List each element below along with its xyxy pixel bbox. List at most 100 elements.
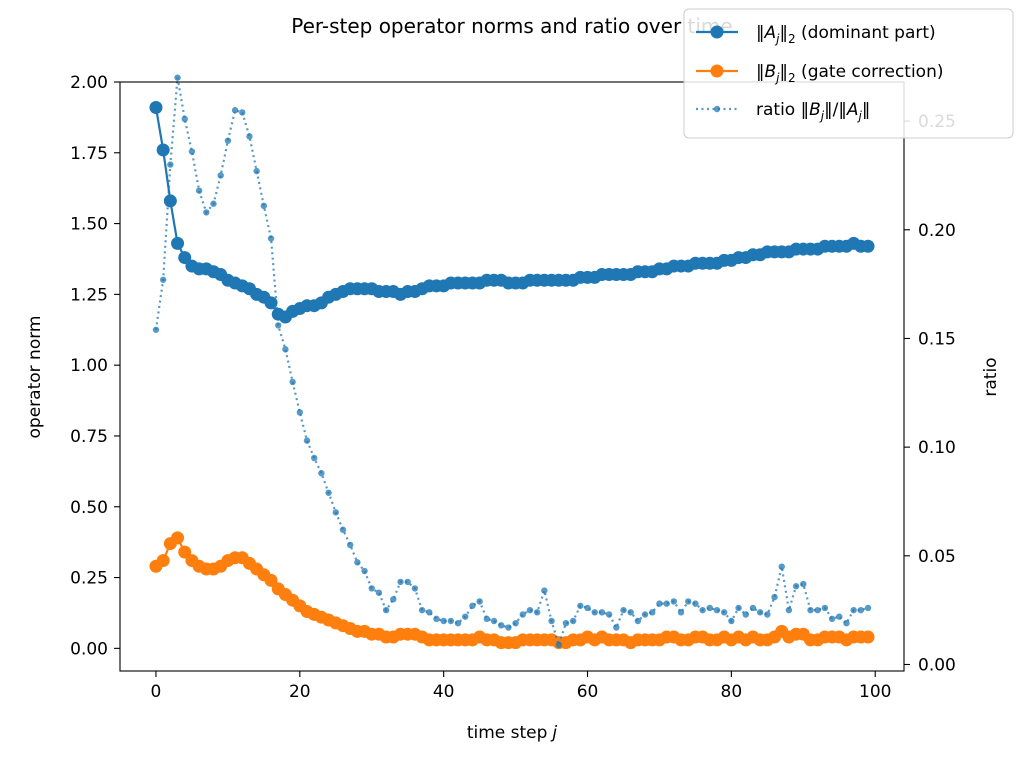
data-point-ratio	[548, 617, 555, 625]
data-point-ratio	[390, 596, 397, 603]
data-point-ratio	[692, 600, 699, 607]
data-point-ratio	[454, 619, 462, 627]
data-point-b-norm	[178, 545, 192, 559]
data-point-a-norm	[156, 143, 170, 157]
data-point-ratio	[174, 74, 181, 81]
data-point-ratio	[152, 326, 160, 333]
y-tick-label: 0.00	[70, 639, 108, 659]
data-point-ratio	[663, 600, 670, 607]
x-axis-label-variable: j	[550, 723, 557, 743]
data-point-ratio	[505, 624, 512, 631]
data-point-ratio	[325, 489, 332, 496]
data-point-ratio	[656, 600, 663, 607]
legend-entry-ratio: ratio ‖Bj‖/‖Aj‖	[696, 100, 870, 123]
data-point-ratio	[778, 563, 785, 570]
y-tick-label: 1.00	[70, 356, 108, 376]
data-point-ratio	[339, 526, 347, 533]
legend-label-b-norm: ‖Bj‖2 (gate correction)	[756, 62, 944, 85]
data-point-ratio	[627, 609, 634, 616]
data-point-ratio	[577, 602, 584, 609]
data-point-b-norm	[171, 531, 185, 545]
data-point-ratio	[476, 598, 483, 605]
y2-tick-label: 0.15	[918, 329, 956, 349]
data-point-ratio	[433, 615, 440, 623]
data-point-a-norm	[861, 239, 875, 253]
data-point-ratio	[318, 470, 325, 477]
data-point-ratio	[677, 609, 685, 616]
data-point-ratio	[641, 611, 649, 618]
x-axis: 0 20 40 60 80 100	[151, 671, 891, 702]
data-point-ratio	[821, 604, 829, 612]
data-point-ratio	[426, 609, 433, 616]
plot-frame	[119, 81, 905, 672]
x-tick-label: 0	[151, 682, 162, 702]
data-point-ratio	[303, 437, 311, 444]
data-point-ratio	[591, 609, 598, 616]
data-point-ratio	[447, 617, 455, 625]
data-point-ratio	[843, 619, 850, 627]
data-point-ratio	[361, 567, 368, 575]
data-point-ratio	[462, 613, 469, 620]
data-point-ratio	[404, 578, 411, 586]
data-point-ratio	[239, 109, 246, 116]
x-tick-label: 100	[859, 682, 891, 702]
x-tick-label: 20	[289, 682, 311, 702]
series-a-norm	[149, 100, 875, 324]
data-point-a-norm	[178, 251, 192, 265]
data-point-ratio	[512, 619, 519, 627]
plot-area	[149, 74, 875, 650]
y-tick-label: 1.25	[70, 285, 108, 305]
y-axis-left: 0.00 0.25 0.50 0.75 1.00 1.25 1.50 1.75 2.00	[70, 73, 120, 659]
data-point-ratio	[267, 235, 275, 242]
data-point-a-norm	[264, 296, 278, 310]
data-point-ratio	[598, 609, 606, 616]
data-point-ratio	[634, 617, 642, 625]
data-point-ratio	[332, 509, 339, 516]
legend-marker-b-norm	[710, 64, 724, 78]
data-point-b-norm	[156, 554, 170, 568]
data-point-ratio	[210, 200, 217, 207]
chart-title: Per-step operator norms and ratio over t…	[291, 14, 732, 38]
data-point-ratio	[167, 161, 174, 168]
data-point-ratio	[397, 578, 404, 586]
data-point-ratio	[354, 559, 361, 566]
data-point-ratio	[289, 378, 296, 386]
data-point-ratio	[814, 606, 821, 614]
data-point-ratio	[605, 611, 613, 618]
data-point-b-norm	[264, 573, 278, 587]
x-tick-label: 60	[577, 682, 599, 702]
y-axis-label: operator norm	[25, 316, 45, 439]
data-point-ratio	[800, 580, 807, 588]
data-point-ratio	[807, 606, 814, 614]
y-tick-label: 1.75	[70, 144, 108, 164]
data-point-ratio	[533, 609, 541, 616]
legend-entry-b-norm: ‖Bj‖2 (gate correction)	[696, 62, 944, 85]
y2-tick-label: 0.00	[918, 655, 956, 675]
data-point-ratio	[764, 611, 771, 618]
data-point-ratio	[792, 583, 800, 590]
data-point-ratio	[490, 617, 498, 625]
data-point-ratio	[282, 346, 289, 353]
data-point-ratio	[613, 624, 620, 631]
data-point-ratio	[519, 611, 526, 618]
data-point-ratio	[649, 609, 656, 616]
y-tick-label: 0.50	[70, 498, 108, 518]
data-point-ratio	[195, 187, 203, 194]
legend-entry-a-norm: ‖Aj‖2 (dominant part)	[696, 23, 936, 46]
data-point-ratio	[541, 587, 548, 594]
data-point-ratio	[253, 167, 260, 175]
legend-marker-ratio	[713, 105, 721, 113]
data-point-ratio	[231, 107, 239, 114]
y-tick-label: 0.25	[70, 569, 108, 589]
data-point-ratio	[246, 133, 253, 140]
data-point-ratio	[296, 409, 304, 416]
data-point-a-norm	[171, 236, 185, 250]
data-point-a-norm	[149, 100, 163, 114]
legend-label-ratio: ratio ‖Bj‖/‖Aj‖	[756, 100, 870, 123]
data-point-ratio	[720, 609, 728, 616]
legend: ‖Aj‖2 (dominant part) ‖Bj‖2 (gate correc…	[683, 8, 1014, 139]
data-point-ratio	[864, 604, 872, 612]
data-point-ratio	[850, 606, 857, 614]
data-point-ratio	[828, 615, 836, 623]
data-point-ratio	[742, 611, 749, 618]
